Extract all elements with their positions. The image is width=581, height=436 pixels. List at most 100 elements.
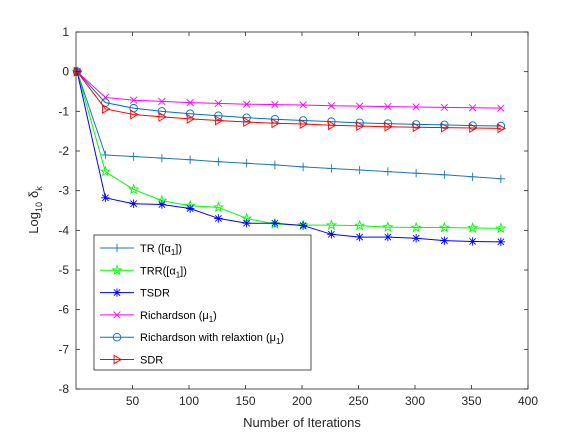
data-point (411, 120, 421, 129)
series-line (76, 71, 501, 180)
data-point (185, 155, 195, 164)
data-point (73, 66, 83, 77)
legend-label: TRR([α1]) (140, 265, 187, 279)
data-point (242, 159, 251, 168)
data-point (496, 237, 506, 247)
data-point (468, 121, 477, 130)
data-point (212, 201, 225, 213)
x-tick-label: 400 (518, 394, 538, 408)
data-point (101, 150, 110, 160)
legend-swatch-marker (113, 311, 121, 319)
legend-label-tail: ]) (180, 265, 187, 277)
legend-label-sub: 1 (171, 248, 176, 257)
legend-label-main: Richardson with relaxtion (μ (140, 332, 276, 344)
legend-label: TSDR (140, 288, 170, 300)
data-point (355, 102, 364, 110)
series-6 (73, 66, 506, 134)
data-point (411, 234, 421, 243)
legend-item-2: TRR([α1]) (100, 264, 187, 279)
series-5 (72, 67, 506, 131)
series-line (76, 71, 501, 129)
legend-label-tail: ) (213, 310, 217, 322)
data-point (127, 183, 140, 195)
x-tick-label: 250 (348, 394, 368, 408)
data-point (129, 199, 138, 208)
legend-label-sub: 1 (209, 315, 214, 324)
y-tick-label: -6 (58, 303, 69, 317)
legend-label: Richardson (μ1) (140, 310, 217, 324)
data-point (130, 109, 139, 120)
data-point (383, 119, 393, 128)
data-point (384, 121, 393, 132)
data-point (214, 214, 223, 223)
legend-label-main: Richardson (μ (140, 310, 209, 322)
data-point (355, 118, 364, 128)
series-line (76, 71, 501, 109)
data-point (438, 221, 451, 233)
data-point (440, 120, 449, 130)
data-point (214, 115, 224, 126)
data-point (270, 160, 280, 170)
legend-swatch-marker (111, 264, 123, 276)
x-tick-label: 50 (126, 394, 140, 408)
data-point (101, 103, 111, 114)
data-point (383, 167, 393, 176)
data-point (157, 153, 167, 163)
x-tick-label: 350 (461, 394, 481, 408)
legend-label-tail: ) (280, 332, 284, 344)
y-tick-label: -5 (58, 263, 69, 277)
legend-label-main: TRR([α (140, 265, 176, 277)
y-axis-title-symbol: δ (26, 191, 41, 198)
y-tick-label: 1 (62, 25, 69, 39)
legend-swatch-marker (113, 354, 123, 365)
data-point (412, 122, 422, 133)
data-point (157, 107, 167, 116)
x-tick-label: 200 (292, 394, 312, 408)
x-tick-label: 300 (405, 394, 425, 408)
series-line (76, 71, 501, 127)
legend-label-main: TSDR (140, 288, 170, 300)
data-point (242, 100, 251, 108)
data-point (129, 152, 138, 161)
data-point (325, 219, 338, 230)
data-point (468, 172, 477, 181)
data-point (327, 230, 336, 239)
y-tick-label: -7 (58, 342, 69, 356)
data-point (353, 219, 366, 231)
legend-label-tail: ]) (175, 243, 182, 255)
legend-item-4: Richardson (μ1) (100, 310, 217, 324)
y-axis-title-symbol-sub: k (34, 186, 44, 191)
data-point (214, 99, 223, 108)
data-point (412, 103, 420, 111)
legend-item-5: Richardson with relaxtion (μ1) (100, 332, 284, 346)
data-point (186, 98, 194, 107)
data-point (411, 169, 421, 178)
legend-label-sub: 1 (276, 337, 281, 346)
legend-swatch-marker (112, 243, 122, 253)
data-point (242, 113, 251, 122)
data-point (355, 232, 364, 242)
legend-swatch-marker (112, 332, 122, 342)
data-point (327, 102, 336, 110)
series-line (76, 71, 501, 243)
data-point (496, 121, 506, 131)
series-3 (72, 67, 506, 247)
data-point (496, 174, 506, 183)
data-point (271, 100, 279, 109)
y-axis-title-sub: 10 (34, 202, 44, 212)
y-axis-title: Log10 δk (26, 186, 44, 234)
tick-layer: 50 100 150 200 250 300 350 400 1 0 -1 -2 -3 -4 -5 -6 -7 -… (58, 25, 538, 408)
data-point (243, 117, 252, 128)
y-tick-label: 0 (62, 65, 69, 79)
data-point (382, 221, 394, 232)
data-point (384, 102, 392, 111)
x-tick-label: 150 (235, 394, 255, 408)
legend-label-main: SDR (140, 355, 163, 367)
data-point (242, 218, 251, 228)
data-point (158, 97, 166, 106)
legend-item-1: TR ([α1]) (100, 243, 182, 257)
data-point (440, 236, 449, 245)
data-point (214, 157, 223, 166)
